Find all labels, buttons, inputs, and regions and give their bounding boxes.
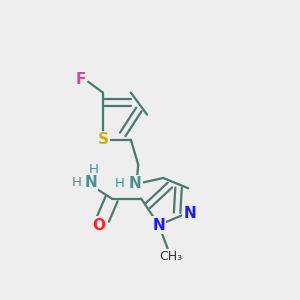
Text: N: N (183, 206, 196, 221)
Text: CH₃: CH₃ (159, 250, 182, 262)
Text: N: N (84, 175, 97, 190)
Text: N: N (129, 176, 142, 191)
Text: S: S (98, 132, 108, 147)
Text: O: O (92, 218, 105, 232)
Text: N: N (152, 218, 165, 232)
Text: H: H (89, 163, 99, 176)
Text: H: H (72, 176, 82, 189)
Text: H: H (115, 177, 125, 190)
Text: F: F (76, 72, 86, 87)
